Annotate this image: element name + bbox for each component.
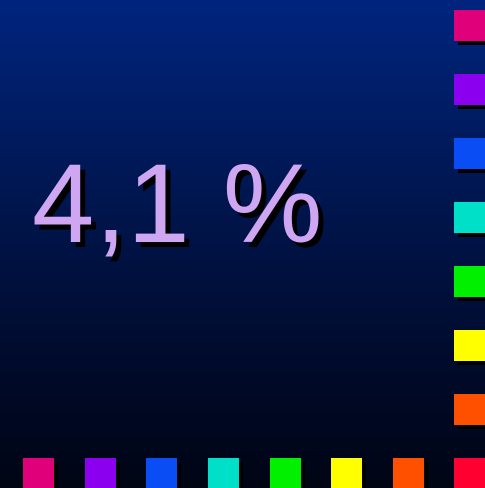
orange-square xyxy=(393,458,424,488)
orange-square xyxy=(454,394,485,425)
magenta-square xyxy=(454,10,485,41)
magenta-square xyxy=(23,458,54,488)
cyan-square xyxy=(208,458,239,488)
purple-square xyxy=(454,74,485,105)
blue-square xyxy=(454,138,485,169)
blue-square xyxy=(146,458,177,488)
red-square xyxy=(454,458,485,488)
green-square xyxy=(270,458,301,488)
yellow-square xyxy=(331,458,362,488)
yellow-square xyxy=(454,330,485,361)
purple-square xyxy=(85,458,116,488)
cyan-square xyxy=(454,202,485,233)
green-square xyxy=(454,266,485,297)
percentage-value: 4,1 % xyxy=(32,141,324,266)
